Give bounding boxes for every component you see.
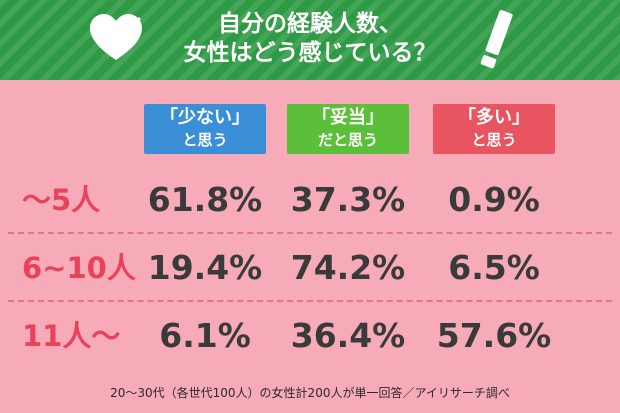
- title-line-1: 自分の経験人数、: [218, 11, 402, 37]
- column-header-line-2: と思う: [471, 131, 517, 149]
- value-cell-r3-c2: 36.4%: [290, 316, 406, 355]
- column-header-line-1: 「多い」: [458, 107, 530, 128]
- value-cell-r2-c1: 19.4%: [147, 248, 263, 287]
- row-separator: [8, 300, 612, 302]
- title-banner: 自分の経験人数、 女性はどう感じている？: [0, 0, 620, 80]
- column-header-line-1: 「少ない」: [160, 107, 250, 128]
- column-header-3: 「多い」 と思う: [433, 104, 555, 154]
- value-cell-r1-c2: 37.3%: [290, 180, 406, 219]
- row-label-2: 6~10人: [22, 251, 136, 285]
- column-header-line-2: だと思う: [317, 131, 378, 149]
- value-cell-r2-c3: 6.5%: [448, 248, 540, 287]
- source-footnote: 20〜30代（各世代100人）の女性計200人が単一回答／アイリサーチ調べ: [110, 386, 510, 400]
- marker-icon: [480, 10, 513, 69]
- value-cell-r1-c3: 0.9%: [448, 180, 540, 219]
- value-cell-r3-c3: 57.6%: [436, 316, 552, 355]
- heart-icon: [90, 14, 142, 60]
- title-line-2: 女性はどう感じている？: [183, 40, 437, 66]
- column-header-2: 「妥当」 だと思う: [287, 104, 409, 154]
- row-label-1: 〜5人: [22, 183, 101, 217]
- page-title: 自分の経験人数、 女性はどう感じている？: [0, 10, 620, 68]
- row-label-3: 11人〜: [22, 319, 121, 353]
- value-cell-r1-c1: 61.8%: [147, 180, 263, 219]
- value-cell-r3-c1: 6.1%: [159, 316, 251, 355]
- column-header-1: 「少ない」 と思う: [144, 104, 266, 154]
- column-header-line-1: 「妥当」: [312, 107, 384, 128]
- value-cell-r2-c2: 74.2%: [290, 248, 406, 287]
- column-header-line-2: と思う: [182, 131, 228, 149]
- row-separator: [8, 232, 612, 234]
